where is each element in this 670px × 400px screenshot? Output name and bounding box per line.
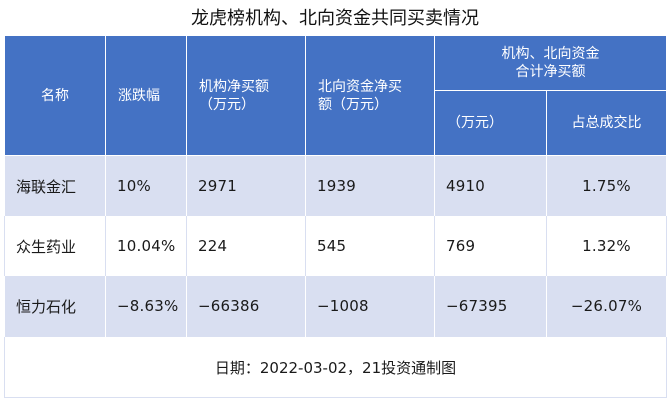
cell-north: −1008	[305, 276, 435, 337]
header-name: 名称	[4, 35, 106, 156]
header-combined-unit: （万元）	[434, 90, 547, 156]
cell-name: 恒力石化	[4, 276, 106, 337]
table-row: 恒力石化 −8.63% −66386 −1008 −67395 −26.07%	[4, 276, 667, 337]
header-combined-line1: 机构、北向资金	[501, 46, 600, 62]
cell-inst: 224	[186, 216, 306, 276]
header-north-line2: 额（万元）	[318, 96, 388, 113]
cell-change: 10%	[105, 155, 187, 216]
header-combined: 机构、北向资金 合计净买额	[434, 35, 667, 91]
cell-change: 10.04%	[105, 216, 187, 276]
cell-north: 1939	[305, 155, 435, 216]
cell-total: 4910	[434, 155, 547, 216]
cell-name: 海联金汇	[4, 155, 106, 216]
cell-north: 545	[305, 216, 435, 276]
header-inst-line2: （万元）	[199, 96, 255, 113]
data-table: 名称 涨跌幅 机构净买额 （万元） 北向资金净买 额（万元） 机构、北向资金 合…	[4, 35, 667, 398]
footer-caption: 日期：2022-03-02，21投资通制图	[4, 336, 667, 398]
cell-inst: −66386	[186, 276, 306, 337]
header-north: 北向资金净买 额（万元）	[305, 35, 435, 156]
cell-total: −67395	[434, 276, 547, 337]
header-change: 涨跌幅	[105, 35, 187, 156]
cell-name: 众生药业	[4, 216, 106, 276]
table-row: 海联金汇 10% 2971 1939 4910 1.75%	[4, 155, 667, 216]
cell-share: −26.07%	[546, 276, 667, 337]
cell-share: 1.32%	[546, 216, 667, 276]
header-north-line1: 北向资金净买	[318, 78, 402, 95]
footer-row: 日期：2022-03-02，21投资通制图	[4, 336, 667, 398]
cell-inst: 2971	[186, 155, 306, 216]
table-title: 龙虎榜机构、北向资金共同买卖情况	[191, 8, 479, 29]
header-inst-line1: 机构净买额	[199, 78, 269, 95]
cell-change: −8.63%	[105, 276, 187, 337]
cell-share: 1.75%	[546, 155, 667, 216]
table-row: 众生药业 10.04% 224 545 769 1.32%	[4, 216, 667, 276]
cell-total: 769	[434, 216, 547, 276]
header-inst: 机构净买额 （万元）	[186, 35, 306, 156]
header-combined-line2: 合计净买额	[515, 64, 586, 80]
header-share: 占总成交比	[546, 90, 667, 156]
